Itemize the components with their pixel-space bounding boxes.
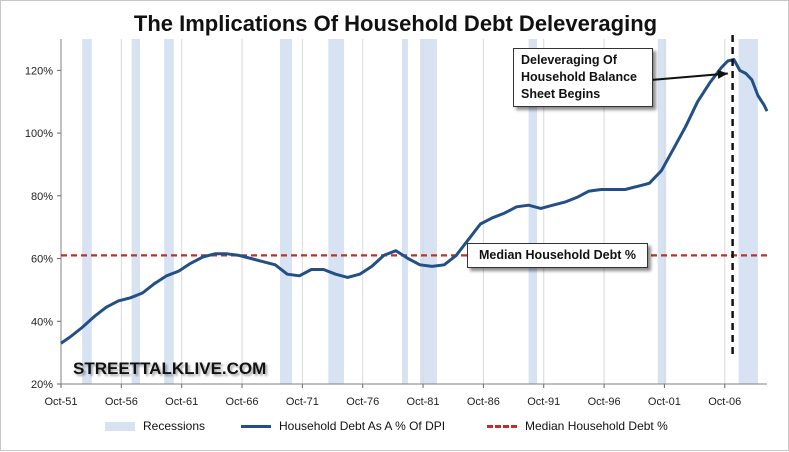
x-tick-label: Oct-81 [407, 396, 440, 408]
legend-label-recessions: Recessions [143, 419, 206, 433]
x-tick-label: Oct-01 [648, 396, 681, 408]
y-tick-label: 100% [25, 128, 53, 140]
watermark-text: STREETTALKLIVE.COM [73, 359, 267, 378]
y-tick-label: 20% [31, 379, 53, 391]
x-tick-label: Oct-61 [165, 396, 198, 408]
debt-series-line [60, 57, 769, 345]
callout-arrowhead [717, 69, 728, 79]
recession-band [164, 39, 174, 384]
x-tick-label: Oct-96 [588, 396, 621, 408]
y-tick-label: 60% [31, 254, 53, 266]
chart-legend: Recessions Household Debt As A % Of DPI … [1, 415, 789, 439]
legend-swatch-median [487, 424, 517, 428]
recession-band [738, 39, 758, 384]
recession-band [420, 39, 437, 384]
recession-band [657, 39, 667, 384]
y-tick-label: 120% [25, 65, 53, 77]
callout-arrow [638, 72, 728, 82]
recession-band [401, 39, 408, 384]
x-tick-label: Oct-56 [105, 396, 138, 408]
y-tick-label: 80% [31, 191, 53, 203]
x-tick-label: Oct-06 [708, 396, 741, 408]
legend-item-median: Median Household Debt % [487, 419, 668, 433]
recession-band [131, 39, 141, 384]
x-tick-label: Oct-71 [286, 396, 319, 408]
legend-item-debt: Household Debt As A % Of DPI [241, 419, 445, 433]
x-tick-label: Oct-76 [346, 396, 379, 408]
chart-title: The Implications Of Household Debt Delev… [133, 11, 658, 36]
x-tick-label: Oct-66 [226, 396, 259, 408]
deleveraging-callout: Deleveraging Of Household Balance Sheet … [513, 48, 653, 107]
x-tick-label: Oct-86 [467, 396, 500, 408]
legend-label-median: Median Household Debt % [525, 419, 668, 433]
y-tick-label: 40% [31, 316, 53, 328]
recession-band [82, 39, 92, 384]
recession-band [328, 39, 345, 384]
legend-label-debt: Household Debt As A % Of DPI [279, 419, 446, 433]
recession-band [280, 39, 293, 384]
legend-swatch-debt [241, 424, 271, 428]
median-callout: Median Household Debt % [467, 243, 648, 268]
x-tick-label: Oct-91 [527, 396, 560, 408]
legend-item-recessions: Recessions [105, 419, 205, 433]
x-tick-label: Oct-51 [44, 396, 77, 408]
legend-swatch-recessions [105, 421, 135, 431]
recession-band [528, 39, 538, 384]
